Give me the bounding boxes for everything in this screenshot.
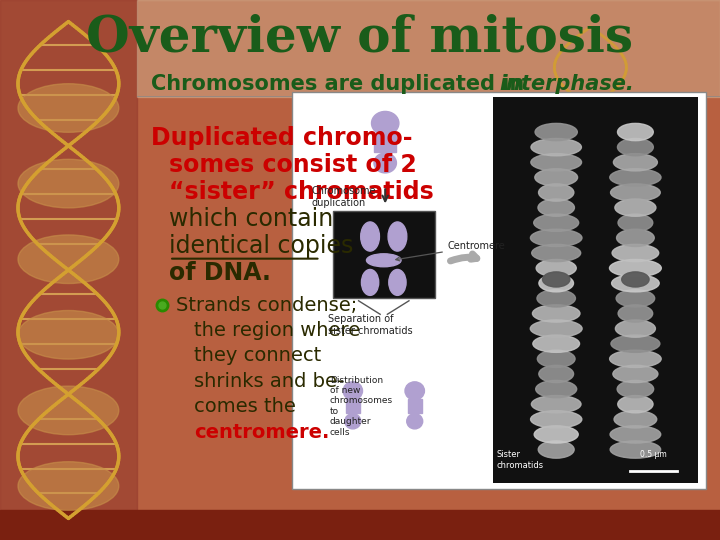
- Bar: [137, 0, 720, 97]
- Text: Centromere: Centromere: [396, 241, 505, 261]
- Ellipse shape: [610, 259, 661, 276]
- Ellipse shape: [18, 386, 119, 435]
- Ellipse shape: [531, 320, 582, 337]
- Ellipse shape: [536, 259, 576, 276]
- Ellipse shape: [388, 222, 407, 251]
- Text: Duplicated chromo-: Duplicated chromo-: [151, 126, 413, 150]
- Ellipse shape: [531, 153, 582, 171]
- Ellipse shape: [535, 168, 577, 186]
- Ellipse shape: [366, 254, 401, 267]
- Ellipse shape: [343, 382, 363, 400]
- Text: somes consist of 2: somes consist of 2: [169, 153, 417, 177]
- Ellipse shape: [532, 305, 580, 322]
- Ellipse shape: [611, 184, 660, 201]
- Ellipse shape: [539, 184, 574, 201]
- Text: shrinks and be-: shrinks and be-: [194, 372, 345, 391]
- Bar: [493, 97, 698, 483]
- Ellipse shape: [531, 244, 581, 261]
- Ellipse shape: [537, 350, 575, 367]
- Ellipse shape: [18, 235, 119, 284]
- Ellipse shape: [618, 395, 653, 413]
- Bar: [374, 134, 396, 152]
- Ellipse shape: [361, 269, 379, 295]
- Ellipse shape: [613, 153, 657, 171]
- Bar: [292, 92, 706, 489]
- Text: 0.5 µm: 0.5 µm: [639, 450, 667, 459]
- Ellipse shape: [531, 229, 582, 246]
- Ellipse shape: [618, 138, 653, 156]
- Bar: [0, 0, 137, 540]
- Ellipse shape: [535, 124, 577, 141]
- Ellipse shape: [612, 244, 659, 261]
- Ellipse shape: [539, 441, 574, 458]
- Ellipse shape: [405, 382, 425, 400]
- Ellipse shape: [361, 222, 379, 251]
- Ellipse shape: [533, 335, 580, 353]
- Ellipse shape: [531, 410, 582, 428]
- Text: identical copies: identical copies: [169, 234, 354, 258]
- Bar: [408, 400, 422, 413]
- Ellipse shape: [543, 272, 570, 287]
- Ellipse shape: [537, 289, 575, 307]
- Ellipse shape: [539, 365, 574, 382]
- Ellipse shape: [618, 305, 653, 322]
- Ellipse shape: [610, 168, 661, 186]
- Bar: [333, 211, 435, 298]
- Text: Chromosome
duplication: Chromosome duplication: [312, 186, 377, 208]
- Ellipse shape: [539, 275, 574, 292]
- Ellipse shape: [534, 426, 578, 443]
- Ellipse shape: [536, 380, 577, 397]
- Text: comes the: comes the: [194, 397, 296, 416]
- Ellipse shape: [18, 462, 119, 510]
- Ellipse shape: [610, 441, 661, 458]
- Ellipse shape: [611, 275, 660, 292]
- Ellipse shape: [374, 153, 397, 173]
- Ellipse shape: [611, 335, 660, 353]
- Text: Chromosomes are duplicated in: Chromosomes are duplicated in: [151, 73, 531, 94]
- Ellipse shape: [610, 350, 661, 367]
- Text: Overview of mitosis: Overview of mitosis: [86, 14, 634, 62]
- Ellipse shape: [345, 414, 361, 429]
- Text: “sister” chromatids: “sister” chromatids: [169, 180, 434, 204]
- Ellipse shape: [531, 138, 582, 156]
- Text: they connect: they connect: [194, 346, 322, 366]
- Text: centromere.: centromere.: [194, 422, 330, 442]
- Ellipse shape: [616, 320, 655, 337]
- Ellipse shape: [407, 414, 423, 429]
- Text: interphase.: interphase.: [499, 73, 634, 94]
- Text: Strands condense;: Strands condense;: [176, 295, 358, 315]
- Text: the region where: the region where: [194, 321, 361, 340]
- Ellipse shape: [18, 310, 119, 359]
- Text: Separation of
sister chromatids: Separation of sister chromatids: [328, 314, 413, 336]
- Ellipse shape: [617, 380, 654, 397]
- Text: Sister
chromatids: Sister chromatids: [497, 450, 544, 470]
- Ellipse shape: [616, 289, 654, 307]
- Bar: [346, 400, 360, 413]
- Ellipse shape: [622, 272, 649, 287]
- Ellipse shape: [618, 214, 653, 232]
- Text: Distribution
of new
chromosomes
to
daughter
cells: Distribution of new chromosomes to daugh…: [330, 376, 393, 436]
- Ellipse shape: [372, 111, 399, 135]
- Ellipse shape: [18, 84, 119, 132]
- Ellipse shape: [614, 410, 657, 428]
- Ellipse shape: [616, 229, 654, 246]
- Ellipse shape: [531, 395, 581, 413]
- Ellipse shape: [610, 426, 661, 443]
- Ellipse shape: [613, 365, 658, 382]
- Ellipse shape: [534, 214, 579, 232]
- Text: which contain: which contain: [169, 207, 333, 231]
- Text: of DNA.: of DNA.: [169, 261, 271, 285]
- Ellipse shape: [618, 124, 653, 141]
- Ellipse shape: [538, 199, 575, 217]
- Ellipse shape: [18, 159, 119, 208]
- Bar: [0, 510, 720, 540]
- Ellipse shape: [389, 269, 406, 295]
- Ellipse shape: [615, 199, 656, 217]
